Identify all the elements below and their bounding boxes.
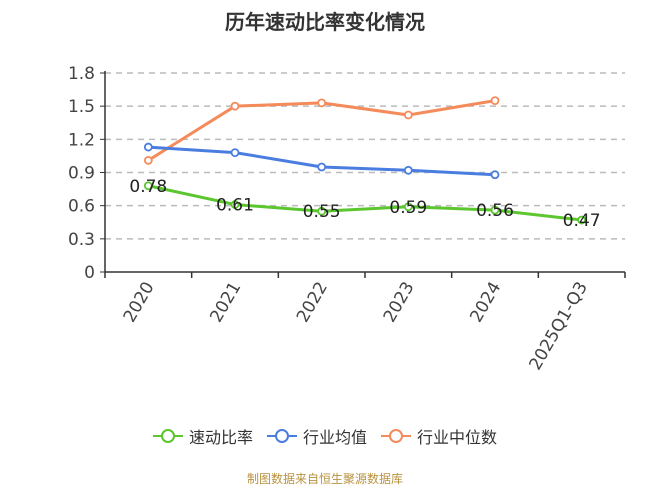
data-source-note: 制图数据来自恒生聚源数据库: [246, 472, 403, 486]
data-point[interactable]: [143, 142, 153, 152]
data-label: 0.55: [303, 202, 341, 222]
legend: 速动比率 行业均值 行业中位数: [0, 424, 650, 448]
data-point[interactable]: [403, 110, 413, 120]
data-label: 0.59: [389, 198, 427, 218]
chart-title: 历年速动比率变化情况: [225, 10, 425, 34]
y-tick-label: 1.2: [68, 130, 95, 150]
data-point[interactable]: [490, 205, 500, 215]
data-label: 0.56: [476, 201, 514, 221]
data-point[interactable]: [577, 215, 587, 225]
legend-line-circle-icon: [381, 429, 411, 443]
data-point[interactable]: [490, 170, 500, 180]
x-tick-label: 2021: [206, 279, 245, 326]
legend-line-circle-icon: [152, 429, 183, 443]
data-point[interactable]: [230, 148, 240, 158]
x-tick-label: 2020: [120, 279, 159, 326]
x-tick-label: 2022: [293, 279, 332, 326]
legend-line-circle-icon: [266, 429, 297, 443]
y-tick-label: 0.9: [68, 164, 95, 184]
data-point[interactable]: [403, 165, 413, 175]
y-tick-label: 0: [84, 263, 95, 283]
legend-item-industry-median[interactable]: 行业中位数: [381, 424, 497, 448]
data-point[interactable]: [230, 200, 240, 209]
data-label: 0.61: [216, 196, 254, 216]
legend-label: 行业均值: [302, 428, 367, 447]
data-label: 0.47: [563, 211, 601, 231]
y-tick-label: 0.3: [68, 230, 95, 250]
legend-label: 速动比率: [188, 428, 253, 447]
series-line: [148, 184, 582, 222]
data-point[interactable]: [403, 202, 413, 212]
y-tick-label: 1.5: [68, 97, 95, 117]
x-tick-label: 2023: [380, 279, 419, 326]
y-tick-label: 0.6: [68, 197, 95, 217]
data-point[interactable]: [490, 96, 500, 106]
data-point[interactable]: [230, 101, 240, 111]
data-point[interactable]: [143, 155, 153, 165]
x-tick-label: 2024: [466, 279, 505, 326]
data-point[interactable]: [317, 206, 327, 216]
y-tick-label: 1.8: [68, 64, 95, 84]
data-point[interactable]: [317, 162, 327, 172]
legend-item-quick-ratio[interactable]: 速动比率: [152, 424, 253, 448]
x-tick-label: 2025Q1-Q3: [525, 279, 592, 374]
data-point[interactable]: [317, 98, 327, 108]
data-label: 0.78: [129, 177, 167, 197]
line-chart: 0 0.3 0.6 0.9 1.2 1.5 1.8 2020 2021 2022 2023 2024 2…: [68, 64, 626, 374]
data-point[interactable]: [143, 181, 153, 191]
legend-label: 行业中位数: [417, 428, 498, 447]
legend-item-industry-average[interactable]: 行业均值: [266, 424, 367, 448]
